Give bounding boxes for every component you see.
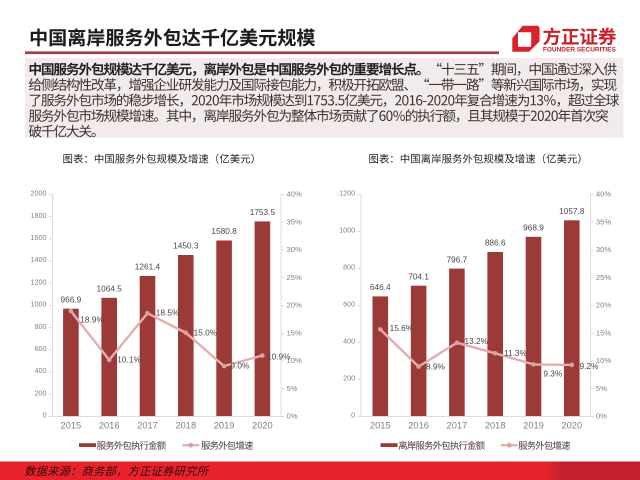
svg-text:2019: 2019	[523, 421, 544, 431]
svg-text:20%: 20%	[596, 301, 611, 310]
svg-text:886.6: 886.6	[485, 238, 506, 248]
svg-text:1580.8: 1580.8	[211, 226, 237, 236]
svg-text:1261.4: 1261.4	[135, 262, 161, 272]
svg-text:10%: 10%	[287, 356, 302, 365]
svg-text:18.9%: 18.9%	[80, 314, 104, 324]
svg-text:2015: 2015	[61, 421, 82, 431]
svg-text:2016: 2016	[99, 421, 120, 431]
svg-text:1753.5: 1753.5	[250, 207, 276, 217]
svg-text:0: 0	[43, 411, 47, 420]
svg-text:13.2%: 13.2%	[465, 336, 489, 346]
svg-text:30%: 30%	[287, 245, 302, 254]
svg-text:0: 0	[351, 411, 355, 420]
svg-text:1600: 1600	[31, 233, 47, 242]
svg-text:2018: 2018	[485, 421, 506, 431]
svg-text:1200: 1200	[339, 189, 355, 198]
svg-text:2016: 2016	[408, 421, 429, 431]
svg-text:966.9: 966.9	[61, 294, 82, 304]
svg-text:2020: 2020	[252, 421, 273, 431]
svg-text:600: 600	[343, 300, 355, 309]
svg-text:800: 800	[35, 322, 47, 331]
svg-text:2015: 2015	[370, 421, 391, 431]
svg-text:25%: 25%	[596, 273, 611, 282]
svg-text:10%: 10%	[596, 356, 611, 365]
svg-text:2017: 2017	[137, 421, 158, 431]
svg-text:10.9%: 10.9%	[267, 351, 291, 361]
svg-text:1000: 1000	[339, 226, 355, 235]
svg-text:2018: 2018	[175, 421, 196, 431]
svg-text:968.9: 968.9	[523, 223, 544, 233]
svg-text:15%: 15%	[287, 328, 302, 337]
svg-text:0%: 0%	[596, 412, 607, 421]
svg-text:800: 800	[343, 263, 355, 272]
svg-text:646.4: 646.4	[370, 282, 391, 292]
svg-text:15%: 15%	[596, 328, 611, 337]
svg-text:9.3%: 9.3%	[543, 368, 563, 378]
svg-text:1400: 1400	[31, 255, 47, 264]
svg-text:5%: 5%	[287, 384, 298, 393]
svg-text:2020: 2020	[561, 421, 582, 431]
svg-text:15.0%: 15.0%	[194, 327, 218, 337]
svg-text:1800: 1800	[31, 211, 47, 220]
svg-text:11.3%: 11.3%	[504, 348, 528, 358]
svg-text:1000: 1000	[31, 300, 47, 309]
svg-text:9.0%: 9.0%	[231, 361, 251, 371]
svg-text:1064.5: 1064.5	[97, 284, 123, 294]
svg-text:200: 200	[35, 388, 47, 397]
svg-text:1057.8: 1057.8	[559, 206, 585, 216]
svg-text:200: 200	[343, 374, 355, 383]
svg-text:2017: 2017	[447, 421, 468, 431]
svg-text:400: 400	[343, 337, 355, 346]
svg-text:35%: 35%	[287, 217, 302, 226]
svg-text:20%: 20%	[287, 301, 302, 310]
svg-text:400: 400	[35, 366, 47, 375]
svg-text:2019: 2019	[214, 421, 235, 431]
svg-text:40%: 40%	[287, 190, 302, 199]
svg-text:30%: 30%	[596, 245, 611, 254]
svg-text:FOUNDER SECURITIES: FOUNDER SECURITIES	[543, 46, 617, 53]
svg-text:0%: 0%	[287, 412, 298, 421]
svg-text:10.1%: 10.1%	[117, 355, 141, 365]
svg-text:40%: 40%	[596, 190, 611, 199]
svg-text:1450.3: 1450.3	[173, 241, 199, 251]
svg-text:2000: 2000	[31, 189, 47, 198]
svg-text:796.7: 796.7	[447, 254, 468, 264]
svg-text:704.1: 704.1	[408, 271, 429, 281]
svg-text:35%: 35%	[596, 217, 611, 226]
svg-text:8.9%: 8.9%	[426, 361, 446, 371]
svg-text:25%: 25%	[287, 273, 302, 282]
svg-text:5%: 5%	[596, 384, 607, 393]
svg-text:600: 600	[35, 344, 47, 353]
svg-text:1200: 1200	[31, 277, 47, 286]
svg-text:18.5%: 18.5%	[156, 308, 180, 318]
svg-text:9.2%: 9.2%	[580, 361, 600, 371]
svg-text:15.6%: 15.6%	[390, 323, 414, 333]
